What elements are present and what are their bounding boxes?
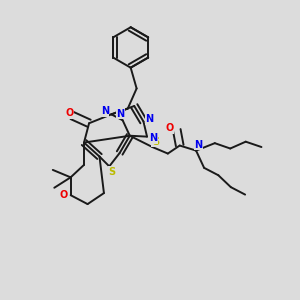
Text: N: N xyxy=(194,140,202,150)
Text: O: O xyxy=(60,190,68,200)
Text: N: N xyxy=(149,133,158,143)
Text: O: O xyxy=(66,108,74,118)
Text: N: N xyxy=(101,106,109,116)
Text: O: O xyxy=(166,123,174,133)
Text: N: N xyxy=(116,109,124,119)
Text: N: N xyxy=(145,114,154,124)
Text: S: S xyxy=(109,167,116,177)
Text: S: S xyxy=(152,137,159,147)
